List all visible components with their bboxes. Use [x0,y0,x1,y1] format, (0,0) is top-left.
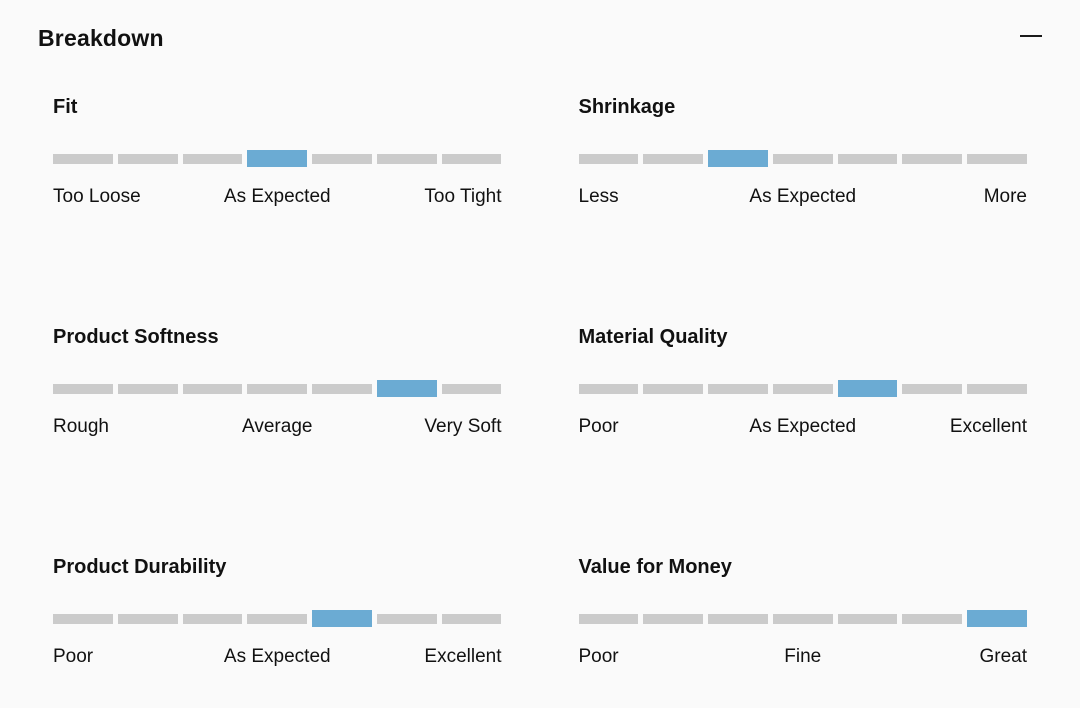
rating-section: Value for Money Poor Fine Great [578,555,1028,668]
scale-label-high: Great [979,646,1027,667]
rating-segment [376,153,437,164]
scale-label-low: Less [578,186,619,207]
rating-segment [182,383,243,394]
scale-label-mid: Fine [784,646,822,667]
scale-label-high: Too Tight [424,186,502,207]
rating-bar [53,380,502,397]
rating-segment [578,153,639,164]
rating-segment [772,153,833,164]
rating-bar [53,150,502,167]
rating-segment [441,383,502,394]
section-title: Material Quality [578,326,728,348]
section-title: Shrinkage [578,96,676,118]
section-title: Product Softness [53,326,219,348]
scale-labels: Poor As Expected Excellent [579,416,1028,438]
rating-segment [643,613,704,624]
scale-label-low: Poor [53,646,94,667]
scale-label-high: Excellent [949,416,1027,437]
rating-segment [902,383,963,394]
rating-segment [117,383,178,394]
rating-segment [182,613,243,624]
rating-segment-active [312,610,372,627]
rating-section: Shrinkage Less As Expected More [578,95,1028,208]
rating-section: Fit Too Loose As Expected Too Tight [53,95,502,208]
scale-labels: Rough Average Very Soft [53,416,502,438]
rating-segment [53,383,113,394]
rating-segment [967,153,1027,164]
rating-segment [772,383,833,394]
scale-label-mid: As Expected [749,186,857,207]
rating-segment [902,153,963,164]
rating-segment [578,613,639,624]
rating-segment [772,613,833,624]
rating-segment [53,153,113,164]
rating-section: Product Softness Rough Average Very Soft [53,325,502,438]
page-title: Breakdown [38,25,164,51]
rating-segment [902,613,963,624]
rating-segment-active [837,380,898,397]
scale-label-high: Excellent [424,646,502,667]
rating-segment [837,153,898,164]
rating-segment [578,383,639,394]
collapse-button[interactable] [1020,33,1042,39]
scale-labels: Less As Expected More [579,186,1028,208]
rating-segment [708,383,768,394]
rating-segment-active [247,150,308,167]
scale-label-mid: As Expected [223,646,331,667]
scale-labels: Poor As Expected Excellent [53,646,502,668]
rating-bar [578,150,1028,167]
rating-segment [441,153,502,164]
rating-segment [376,613,437,624]
rating-segment-active [376,380,437,397]
rating-segment [643,383,704,394]
scale-label-low: Poor [578,646,619,667]
rating-segment [643,153,704,164]
scale-label-high: More [983,186,1027,207]
rating-section: Product Durability Poor As Expected Exce… [53,555,502,668]
panel-header: Breakdown [0,0,1080,52]
rating-segment [247,613,308,624]
section-title: Value for Money [578,556,732,578]
rating-segment [117,153,178,164]
rating-bar [578,610,1028,627]
section-title: Product Durability [53,556,227,578]
rating-segment [312,153,372,164]
rating-segment [247,383,308,394]
rating-segment [967,383,1027,394]
scale-label-low: Poor [578,416,619,437]
scale-label-low: Too Loose [53,186,141,207]
scale-label-high: Very Soft [424,416,502,437]
rating-section: Material Quality Poor As Expected Excell… [578,325,1028,438]
rating-segment-active [708,150,768,167]
rating-bar [578,380,1028,397]
rating-segment [53,613,113,624]
minus-icon [1020,35,1042,37]
rating-segment [441,613,502,624]
scale-label-mid: As Expected [749,416,857,437]
rating-segment [117,613,178,624]
scale-label-mid: As Expected [223,186,331,207]
section-title: Fit [53,96,78,118]
scale-labels: Poor Fine Great [579,646,1028,668]
ratings-grid: Fit Too Loose As Expected Too Tight Shri… [53,95,1027,668]
rating-segment-active [967,610,1027,627]
rating-segment [837,613,898,624]
scale-label-low: Rough [53,416,109,437]
rating-segment [312,383,372,394]
scale-label-mid: Average [242,416,313,437]
rating-segment [708,613,768,624]
scale-labels: Too Loose As Expected Too Tight [53,186,502,208]
rating-bar [53,610,502,627]
rating-segment [182,153,243,164]
